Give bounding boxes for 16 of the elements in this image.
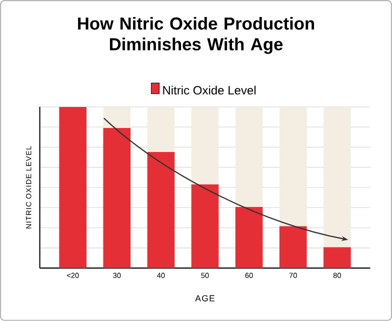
bar	[147, 106, 175, 152]
bar	[103, 128, 131, 268]
bar	[191, 106, 219, 184]
bar	[103, 106, 131, 128]
bar	[235, 206, 263, 268]
bar	[324, 106, 351, 248]
bar	[147, 152, 175, 268]
x-axis-title: AGE	[195, 295, 214, 302]
bar	[235, 106, 263, 207]
bar	[279, 106, 307, 226]
legend-label: Nitric Oxide Level	[163, 86, 256, 95]
chart-title: How Nitric Oxide Production Diminishes With Age	[78, 17, 314, 54]
bar	[59, 106, 86, 268]
bar	[191, 184, 219, 268]
bar	[279, 226, 307, 268]
bar	[324, 247, 351, 268]
